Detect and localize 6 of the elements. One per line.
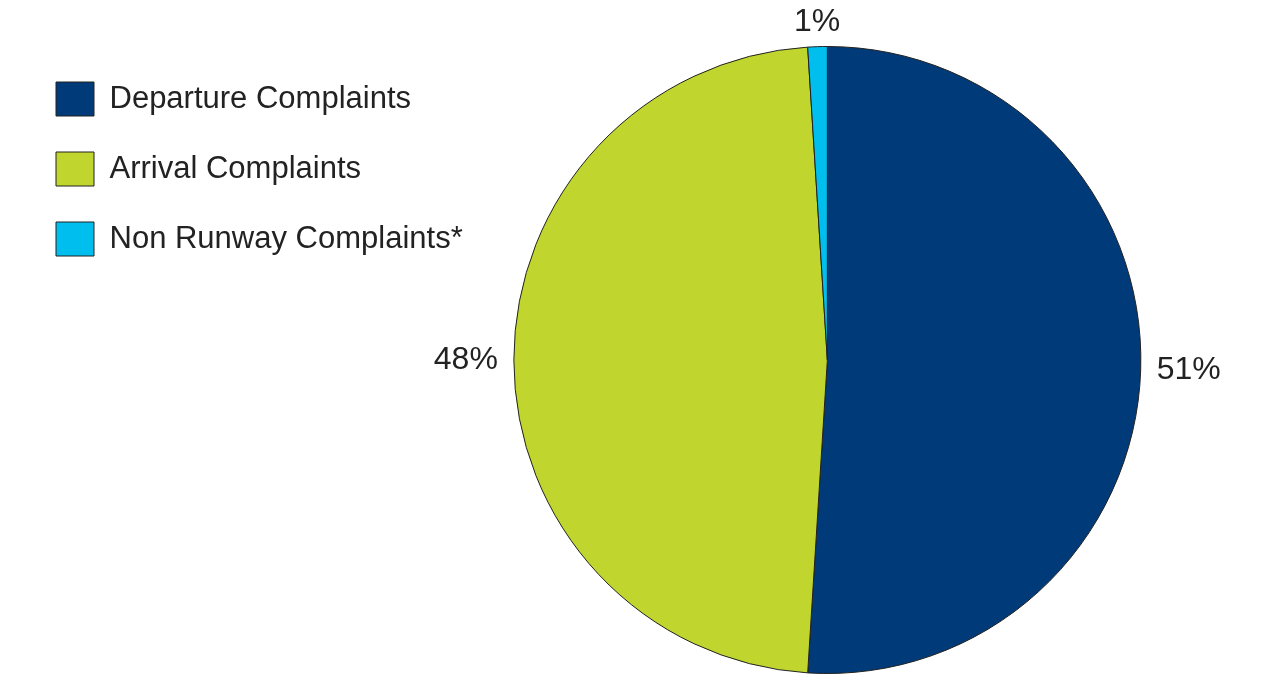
legend-label: Departure Complaints bbox=[109, 79, 412, 115]
data-label: 1% bbox=[793, 2, 841, 39]
legend-label: Arrival Complaints bbox=[109, 149, 362, 185]
legend-label: Non Runway Complaints* bbox=[109, 219, 463, 255]
data-label: 48% bbox=[433, 339, 498, 376]
data-label: 51% bbox=[1156, 350, 1221, 387]
